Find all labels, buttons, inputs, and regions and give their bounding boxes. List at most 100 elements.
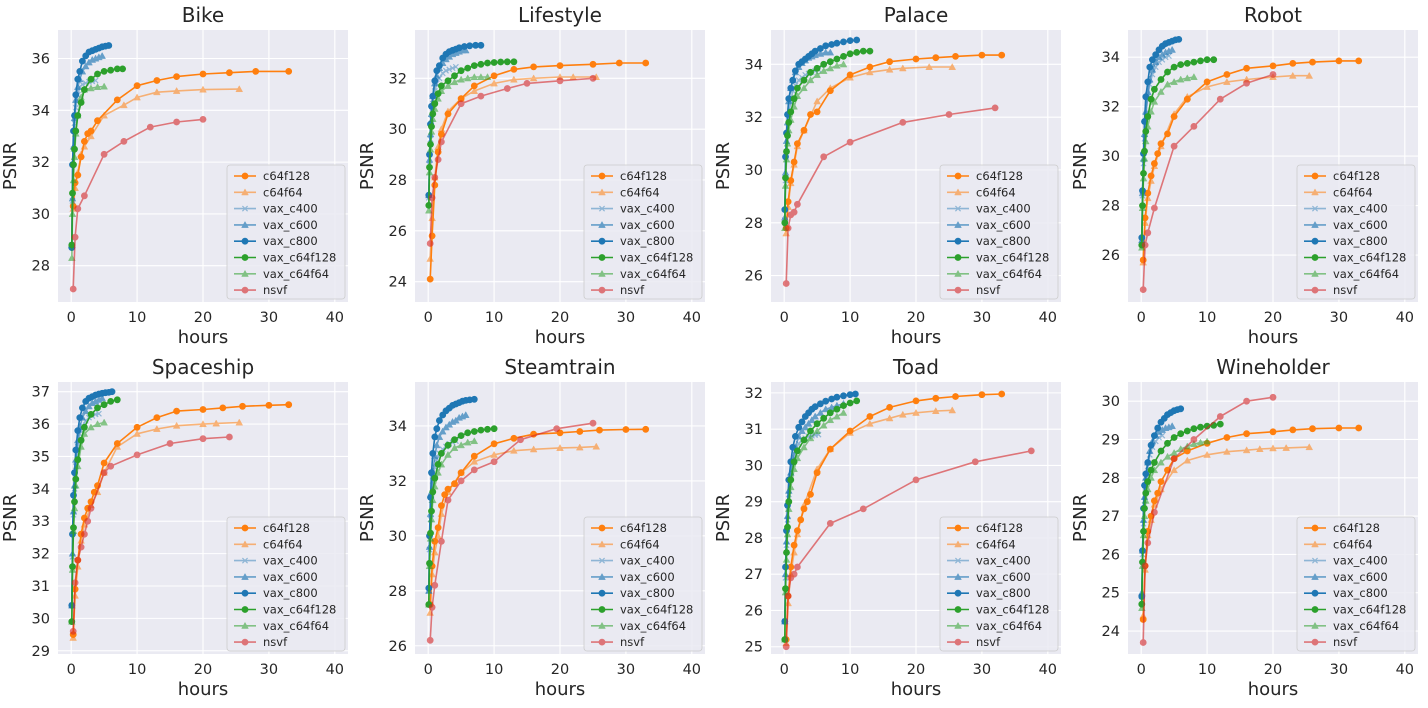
data-point: [813, 70, 821, 78]
data-point: [1289, 426, 1297, 434]
legend-marker: [1311, 589, 1319, 597]
data-point: [1149, 56, 1156, 64]
legend-entry-nsvf: [591, 286, 613, 294]
data-point: [833, 55, 841, 63]
data-point: [839, 408, 848, 416]
data-point: [852, 390, 859, 398]
data-point: [839, 60, 848, 68]
x-axis-label: hours: [891, 327, 942, 348]
chart-title: Palace: [884, 3, 949, 27]
legend-entry-nsvf: [234, 286, 256, 294]
data-point: [1139, 286, 1147, 293]
legend: c64f128 c64f64 vax_c400 vax_c600 vax_c800vax…: [1296, 516, 1416, 652]
legend-entry-vax-c400: [1304, 205, 1326, 212]
legend-marker: [1311, 557, 1319, 564]
x-tick-label: 30: [1330, 310, 1348, 326]
legend-entry-vax-c64f64: [234, 269, 256, 277]
y-axis-label: PSNR: [713, 142, 734, 190]
data-point: [432, 441, 441, 449]
legend-label: vax_c400: [1333, 202, 1388, 216]
data-point: [74, 205, 82, 213]
data-point: [434, 156, 442, 163]
data-point: [1164, 439, 1171, 447]
data-point: [793, 142, 802, 150]
data-point: [1197, 57, 1204, 65]
data-point: [73, 111, 82, 119]
data-point: [795, 77, 802, 84]
data-point: [1144, 229, 1152, 237]
y-tick-label: 30: [1102, 149, 1120, 165]
data-point: [477, 60, 485, 68]
data-point: [1144, 78, 1152, 86]
legend-label: vax_c64f64: [620, 619, 686, 633]
legend-entry-vax-c800: [591, 237, 613, 245]
legend-marker: [954, 188, 962, 196]
data-point: [800, 443, 808, 451]
data-point: [199, 435, 207, 443]
data-point: [120, 101, 128, 109]
data-point: [1157, 458, 1165, 466]
data-point: [1190, 123, 1198, 130]
data-point: [94, 404, 101, 412]
data-point: [153, 77, 161, 84]
series-nsvf: [782, 447, 1035, 651]
data-point: [477, 426, 485, 434]
data-point: [1305, 71, 1314, 79]
data-point: [76, 414, 84, 421]
data-point: [1139, 174, 1148, 182]
data-point: [833, 393, 841, 401]
legend-entry-vax-c64f64: [234, 621, 256, 629]
legend-entry-vax-c800: [234, 589, 256, 597]
data-point: [1143, 485, 1152, 493]
legend-marker: [598, 589, 606, 597]
data-point: [427, 515, 436, 523]
data-point: [199, 420, 207, 428]
legend-label: nsvf: [976, 283, 1001, 297]
data-point: [113, 442, 122, 450]
x-tick-label: 10: [485, 662, 503, 678]
data-point: [529, 445, 538, 453]
data-point: [431, 581, 439, 589]
legend-marker: [1311, 540, 1319, 548]
legend-entry-vax-c64f128: [591, 606, 613, 613]
data-point: [1141, 496, 1150, 504]
y-tick-label: 28: [745, 531, 763, 547]
data-point: [642, 59, 650, 67]
legend-entry-vax-c64f64: [591, 621, 613, 629]
legend-entry-vax-c800: [1304, 589, 1326, 597]
legend: c64f128 c64f64 vax_c400 vax_c600 vax_c800vax…: [226, 164, 346, 300]
legend-marker: [241, 269, 249, 277]
chart-title: Lifestyle: [518, 3, 602, 27]
data-point: [463, 74, 472, 82]
data-point: [449, 65, 456, 72]
data-point: [833, 61, 841, 69]
data-point: [133, 451, 141, 459]
data-point: [1335, 424, 1343, 432]
data-point: [784, 505, 793, 512]
legend-label: vax_c800: [976, 234, 1031, 248]
data-point: [437, 460, 446, 468]
series-nsvf: [1139, 393, 1277, 646]
data-point: [826, 445, 835, 453]
data-point: [429, 449, 437, 457]
legend-box: [226, 516, 346, 652]
x-tick-label: 30: [617, 662, 635, 678]
data-point: [457, 477, 465, 485]
legend-label: vax_c600: [263, 218, 318, 232]
legend-entry-vax-c64f64: [947, 269, 969, 277]
data-point: [822, 397, 830, 405]
x-axis-label: hours: [535, 327, 586, 348]
data-point: [437, 538, 445, 545]
data-point: [931, 407, 940, 414]
data-point: [470, 437, 479, 445]
data-point: [811, 403, 819, 411]
legend-label: c64f64: [976, 185, 1016, 199]
y-tick-label: 26: [389, 639, 407, 655]
legend-label: vax_c64f64: [263, 619, 329, 633]
data-point: [84, 517, 92, 525]
data-point: [784, 592, 792, 600]
y-tick-label: 30: [1102, 394, 1120, 410]
data-point: [1223, 447, 1231, 455]
legend-label: vax_c600: [620, 570, 675, 584]
